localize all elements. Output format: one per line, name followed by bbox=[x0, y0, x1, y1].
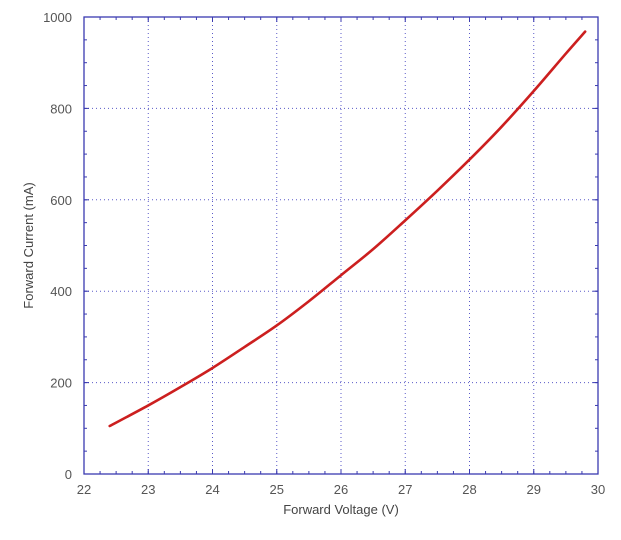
y-tick-label: 0 bbox=[65, 467, 72, 482]
x-tick-label: 24 bbox=[205, 482, 219, 497]
grid-lines bbox=[84, 17, 598, 474]
tick-marks bbox=[83, 16, 599, 475]
x-tick-label: 27 bbox=[398, 482, 412, 497]
x-tick-label: 25 bbox=[270, 482, 284, 497]
x-tick-label: 22 bbox=[77, 482, 91, 497]
y-tick-label: 800 bbox=[50, 101, 72, 116]
x-tick-label: 26 bbox=[334, 482, 348, 497]
y-tick-label: 200 bbox=[50, 376, 72, 391]
x-tick-label: 30 bbox=[591, 482, 605, 497]
y-axis-label: Forward Current (mA) bbox=[21, 182, 36, 308]
forward-current-curve bbox=[108, 30, 587, 428]
y-tick-labels: 0 200 400 600 800 1000 bbox=[43, 10, 72, 482]
x-tick-label: 29 bbox=[527, 482, 541, 497]
y-tick-label: 400 bbox=[50, 284, 72, 299]
x-tick-labels: 22 23 24 25 26 27 28 29 30 bbox=[77, 482, 605, 497]
x-tick-label: 28 bbox=[462, 482, 476, 497]
x-tick-label: 23 bbox=[141, 482, 155, 497]
y-tick-label: 600 bbox=[50, 193, 72, 208]
y-tick-label: 1000 bbox=[43, 10, 72, 25]
x-axis-label: Forward Voltage (V) bbox=[283, 502, 399, 517]
